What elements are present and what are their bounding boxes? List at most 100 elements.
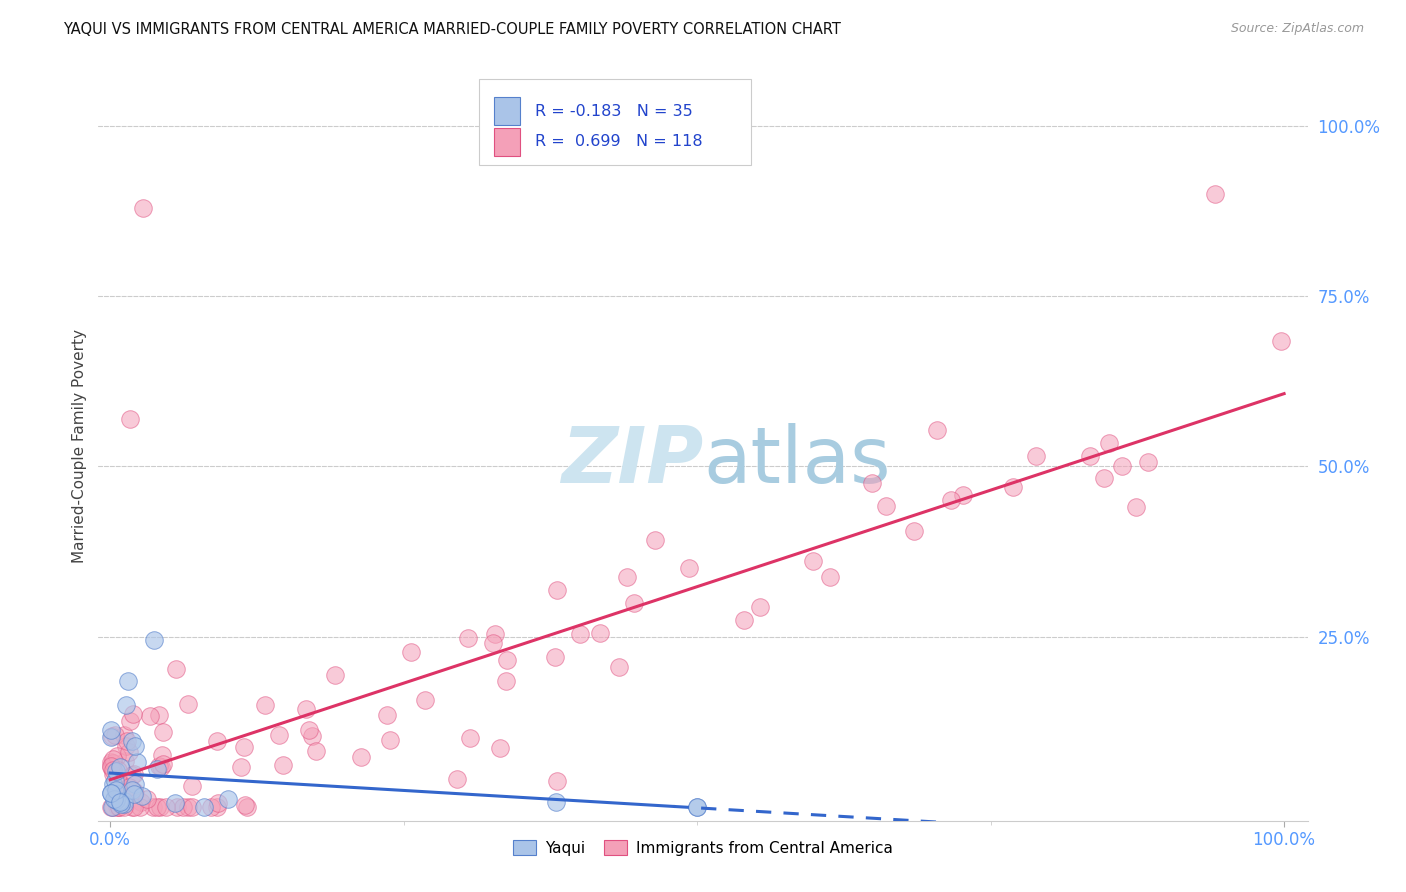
- Point: [925, 423, 948, 437]
- Point: [1137, 455, 1160, 469]
- Point: [100, 786, 122, 800]
- Point: [1001, 480, 1024, 494]
- Point: [401, 645, 423, 659]
- Point: [129, 795, 152, 809]
- Point: [1025, 449, 1047, 463]
- Point: [304, 744, 326, 758]
- Point: [142, 800, 165, 814]
- Point: [120, 714, 142, 728]
- Point: [1125, 500, 1147, 514]
- Point: [236, 800, 259, 814]
- Point: [110, 778, 132, 792]
- Point: [482, 636, 505, 650]
- Point: [143, 633, 166, 648]
- Text: YAQUI VS IMMIGRANTS FROM CENTRAL AMERICA MARRIED-COUPLE FAMILY POVERTY CORRELATI: YAQUI VS IMMIGRANTS FROM CENTRAL AMERICA…: [63, 22, 841, 37]
- Point: [152, 724, 174, 739]
- Point: [127, 755, 149, 769]
- Point: [124, 786, 146, 800]
- Point: [117, 673, 139, 688]
- Point: [378, 732, 401, 747]
- Point: [325, 668, 347, 682]
- Point: [112, 794, 135, 808]
- Point: [100, 799, 122, 814]
- Point: [193, 800, 215, 814]
- Point: [118, 745, 141, 759]
- Point: [149, 800, 172, 814]
- Point: [100, 729, 122, 743]
- Point: [104, 774, 127, 789]
- FancyBboxPatch shape: [479, 78, 751, 165]
- Point: [177, 698, 200, 712]
- Point: [150, 748, 173, 763]
- Point: [903, 524, 925, 539]
- Point: [100, 759, 122, 773]
- Point: [104, 728, 127, 742]
- Point: [115, 734, 138, 748]
- Point: [122, 783, 145, 797]
- Point: [254, 698, 277, 713]
- Point: [644, 533, 666, 547]
- Point: [589, 626, 612, 640]
- Y-axis label: Married-Couple Family Poverty: Married-Couple Family Poverty: [72, 329, 87, 563]
- Point: [100, 800, 122, 814]
- Point: [146, 763, 169, 777]
- Point: [544, 649, 567, 664]
- Point: [150, 760, 173, 774]
- Point: [458, 731, 481, 745]
- Point: [546, 582, 568, 597]
- Point: [180, 800, 202, 814]
- Point: [205, 800, 228, 814]
- Point: [107, 800, 129, 814]
- Point: [616, 569, 638, 583]
- Point: [101, 767, 124, 781]
- Point: [136, 792, 159, 806]
- Point: [166, 800, 188, 814]
- Point: [100, 723, 122, 738]
- Point: [1270, 334, 1292, 348]
- Point: [207, 734, 229, 748]
- Point: [100, 760, 122, 774]
- Point: [152, 756, 174, 771]
- Point: [818, 570, 841, 584]
- Point: [148, 707, 170, 722]
- Point: [110, 797, 132, 811]
- Point: [1111, 458, 1133, 473]
- Point: [105, 764, 128, 779]
- Point: [101, 763, 124, 777]
- Point: [129, 800, 152, 814]
- Point: [415, 693, 437, 707]
- Point: [1204, 186, 1226, 201]
- Point: [105, 781, 128, 796]
- Point: [172, 800, 194, 814]
- Point: [546, 773, 568, 788]
- Point: [107, 763, 129, 777]
- Point: [117, 780, 139, 795]
- Point: [1078, 449, 1101, 463]
- Point: [295, 702, 318, 716]
- Point: [484, 627, 506, 641]
- Point: [233, 739, 256, 754]
- Text: atlas: atlas: [703, 423, 890, 499]
- Point: [377, 708, 399, 723]
- Point: [952, 488, 974, 502]
- Point: [124, 739, 146, 754]
- Point: [148, 758, 170, 772]
- Point: [100, 786, 122, 800]
- Point: [101, 800, 124, 814]
- Text: R =  0.699   N = 118: R = 0.699 N = 118: [534, 135, 703, 149]
- Point: [108, 794, 131, 808]
- Point: [301, 730, 323, 744]
- Point: [114, 698, 136, 712]
- Text: R = -0.183   N = 35: R = -0.183 N = 35: [534, 103, 693, 119]
- Point: [457, 631, 479, 645]
- Point: [104, 791, 127, 805]
- Point: [607, 660, 630, 674]
- Point: [122, 707, 145, 722]
- Point: [350, 749, 373, 764]
- Point: [200, 800, 222, 814]
- Point: [100, 755, 122, 769]
- Point: [155, 800, 177, 814]
- Point: [181, 779, 204, 793]
- Point: [100, 730, 122, 744]
- Point: [121, 800, 143, 814]
